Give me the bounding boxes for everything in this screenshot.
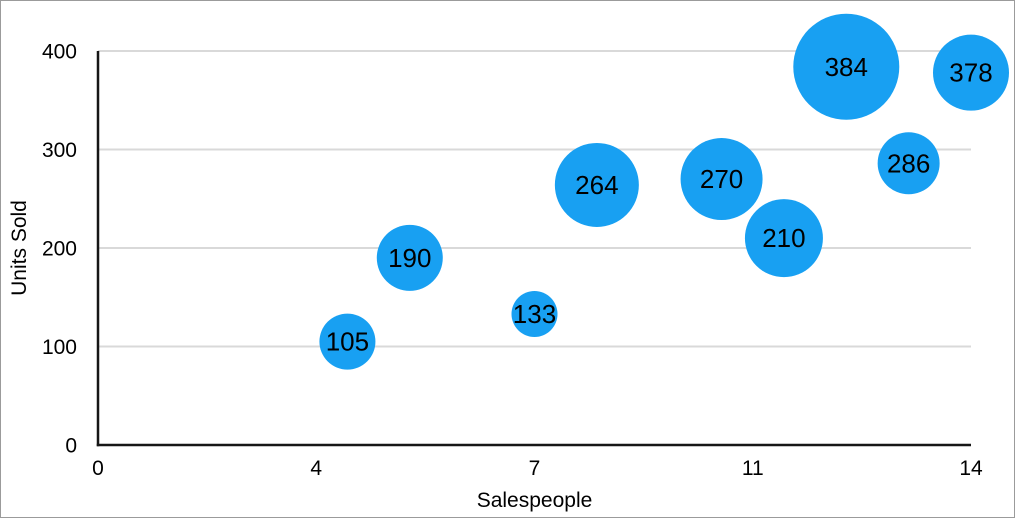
bubble-384[interactable] (793, 13, 900, 120)
bubble-value-label-270: 270 (700, 164, 743, 194)
x-axis-title: Salespeople (477, 489, 593, 512)
y-tick-label-200: 200 (42, 238, 77, 261)
bubble-value-label-286: 286 (887, 148, 930, 178)
x-tick-label-7: 7 (529, 457, 541, 480)
x-tick-label-14: 14 (959, 457, 983, 480)
bubble-value-label-133: 133 (513, 299, 556, 329)
bubble-105[interactable] (319, 313, 376, 370)
x-tick-label-0: 0 (92, 457, 104, 480)
bubble-value-label-264: 264 (575, 170, 618, 200)
bubble-value-label-210: 210 (762, 223, 805, 253)
bubble-270[interactable] (680, 138, 763, 221)
y-tick-label-100: 100 (42, 336, 77, 359)
x-tick-label-4: 4 (310, 457, 322, 480)
bubble-value-label-378: 378 (949, 58, 992, 88)
bubble-190[interactable] (376, 224, 443, 291)
bubble-286[interactable] (877, 132, 940, 195)
bubble-value-label-105: 105 (326, 327, 369, 357)
bubble-264[interactable] (554, 142, 639, 227)
bubble-value-label-190: 190 (388, 243, 431, 273)
bubble-378[interactable] (933, 34, 1009, 111)
y-tick-label-400: 400 (42, 41, 77, 64)
bubble-210[interactable] (744, 199, 823, 278)
y-tick-label-300: 300 (42, 139, 77, 162)
x-tick-label-11: 11 (742, 457, 764, 480)
y-tick-label-0: 0 (65, 435, 77, 458)
y-axis-title: Units Sold (8, 200, 31, 296)
bubble-133[interactable] (511, 290, 558, 337)
bubble-value-label-384: 384 (825, 52, 868, 82)
